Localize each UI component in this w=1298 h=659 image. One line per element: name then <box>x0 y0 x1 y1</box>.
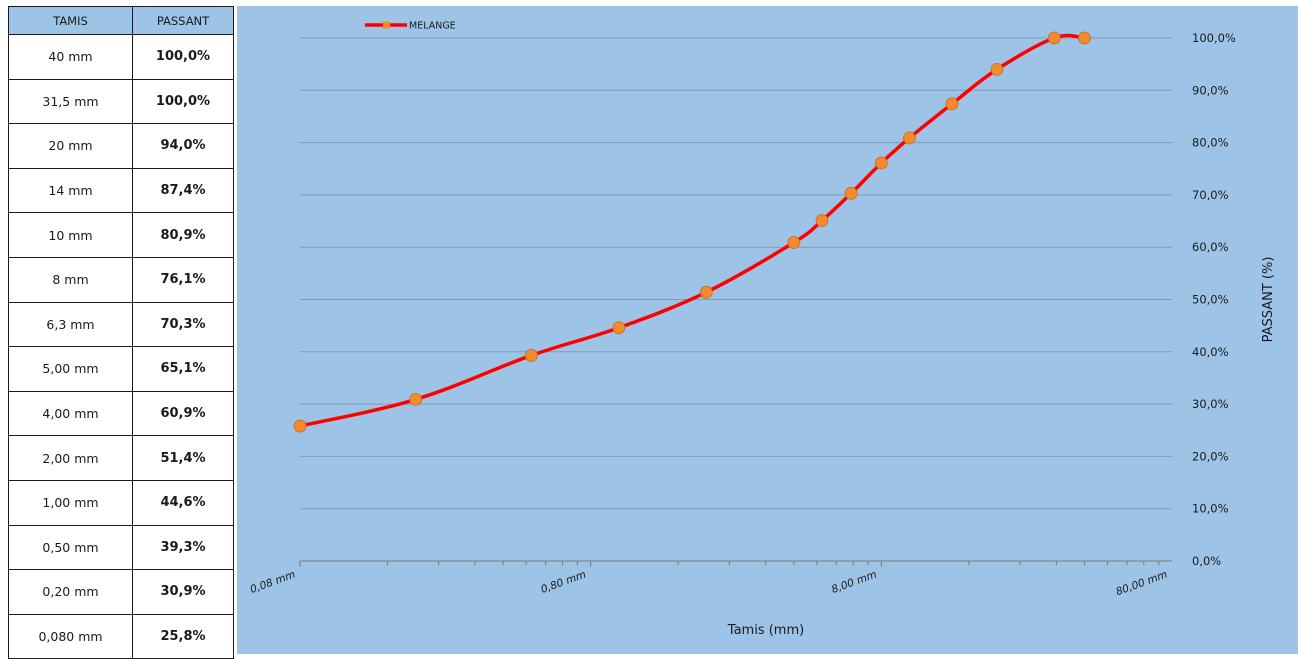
data-point <box>1078 31 1091 45</box>
passing-percent-cell: 60,9% <box>132 390 234 437</box>
y-tick-label: 70,0% <box>1192 188 1229 202</box>
table-row: 20 mm 94,0% <box>8 123 234 169</box>
data-point <box>990 62 1004 76</box>
table-row: 0,20 mm 30,9% <box>8 569 234 615</box>
y-tick-label: 50,0% <box>1192 293 1229 307</box>
sieve-size-cell: 14 mm <box>8 167 133 214</box>
data-point <box>293 419 307 433</box>
data-point <box>1047 31 1061 45</box>
sieve-size-cell: 0,080 mm <box>8 613 133 659</box>
table-row: 4,00 mm 60,9% <box>8 390 234 437</box>
table-row: 0,50 mm 39,3% <box>8 524 234 571</box>
table-row: 0,080 mm 25,8% <box>8 613 234 659</box>
passing-percent-cell: 94,0% <box>132 123 234 169</box>
table-row: 8 mm 76,1% <box>8 256 234 303</box>
y-tick-label: 90,0% <box>1192 83 1229 97</box>
data-point <box>612 321 626 335</box>
sieve-size-cell: 5,00 mm <box>8 346 133 392</box>
column-header-passing: PASSANT <box>132 6 234 35</box>
legend: MELANGE <box>365 21 456 32</box>
table-row: 2,00 mm 51,4% <box>8 435 234 481</box>
data-point <box>903 131 916 145</box>
x-axis-title: Tamis (mm) <box>727 623 804 638</box>
passing-percent-cell: 100,0% <box>132 78 234 125</box>
y-tick-label: 40,0% <box>1192 345 1229 359</box>
sieve-size-cell: 0,50 mm <box>8 524 133 571</box>
passing-percent-cell: 30,9% <box>132 569 234 615</box>
data-point <box>524 349 538 362</box>
y-axis-title: PASSANT (%) <box>1261 257 1276 343</box>
column-header-sieve: TAMIS <box>8 6 133 35</box>
passing-percent-cell: 76,1% <box>132 256 234 303</box>
table-row: 40 mm 100,0% <box>8 34 234 80</box>
chart-canvas: 0,0% 10,0% 20,0% 30,0% 40,0% 50,0% 60,0% 70,0% 8… <box>237 6 1298 654</box>
data-point <box>844 186 858 200</box>
sieve-size-cell: 4,00 mm <box>8 390 133 437</box>
data-point <box>699 285 713 299</box>
sieve-size-cell: 8 mm <box>8 256 133 303</box>
passing-percent-cell: 87,4% <box>132 167 234 214</box>
y-tick-label: 80,0% <box>1192 136 1229 150</box>
data-point <box>787 236 801 249</box>
passing-percent-cell: 39,3% <box>132 524 234 571</box>
chart-background <box>237 6 1298 654</box>
sieve-size-cell: 40 mm <box>8 34 133 80</box>
legend-marker-swatch <box>383 21 390 29</box>
passing-percent-cell: 25,8% <box>132 613 234 659</box>
table-row: 6,3 mm 70,3% <box>8 301 234 348</box>
passing-percent-cell: 80,9% <box>132 212 234 258</box>
data-point <box>945 97 959 111</box>
sieve-size-cell: 2,00 mm <box>8 435 133 481</box>
passing-percent-cell: 51,4% <box>132 435 234 481</box>
sieve-size-cell: 20 mm <box>8 123 133 169</box>
data-point <box>815 214 829 227</box>
table-header-row: TAMIS PASSANT <box>8 6 234 35</box>
table-row: 31,5 mm 100,0% <box>8 78 234 125</box>
y-tick-label: 20,0% <box>1192 449 1229 463</box>
table-row: 1,00 mm 44,6% <box>8 479 234 526</box>
y-tick-label: 60,0% <box>1192 240 1229 254</box>
legend-label: MELANGE <box>409 21 456 32</box>
table-row: 5,00 mm 65,1% <box>8 346 234 392</box>
sieve-size-cell: 0,20 mm <box>8 569 133 615</box>
sieve-size-cell: 31,5 mm <box>8 78 133 125</box>
data-point <box>874 156 888 170</box>
grading-curve-chart: 0,0% 10,0% 20,0% 30,0% 40,0% 50,0% 60,0% 70,0% 8… <box>237 6 1298 654</box>
y-tick-label: 100,0% <box>1192 31 1236 45</box>
table-row: 10 mm 80,9% <box>8 212 234 258</box>
table-row: 14 mm 87,4% <box>8 167 234 214</box>
table-body: 40 mm 100,0% 31,5 mm 100,0% 20 mm 94,0% 14 mm 8… <box>8 34 234 659</box>
data-point <box>409 392 423 406</box>
passing-percent-cell: 65,1% <box>132 346 234 392</box>
sieve-table: TAMIS PASSANT 40 mm 100,0% 31,5 mm 100,0% 20… <box>8 6 234 659</box>
y-tick-label: 10,0% <box>1192 502 1229 516</box>
y-tick-label: 30,0% <box>1192 397 1229 411</box>
passing-percent-cell: 70,3% <box>132 301 234 348</box>
passing-percent-cell: 100,0% <box>132 34 234 80</box>
sieve-size-cell: 1,00 mm <box>8 479 133 526</box>
sieve-size-cell: 6,3 mm <box>8 301 133 348</box>
sieve-size-cell: 10 mm <box>8 212 133 258</box>
y-tick-label: 0,0% <box>1192 554 1221 568</box>
passing-percent-cell: 44,6% <box>132 479 234 526</box>
